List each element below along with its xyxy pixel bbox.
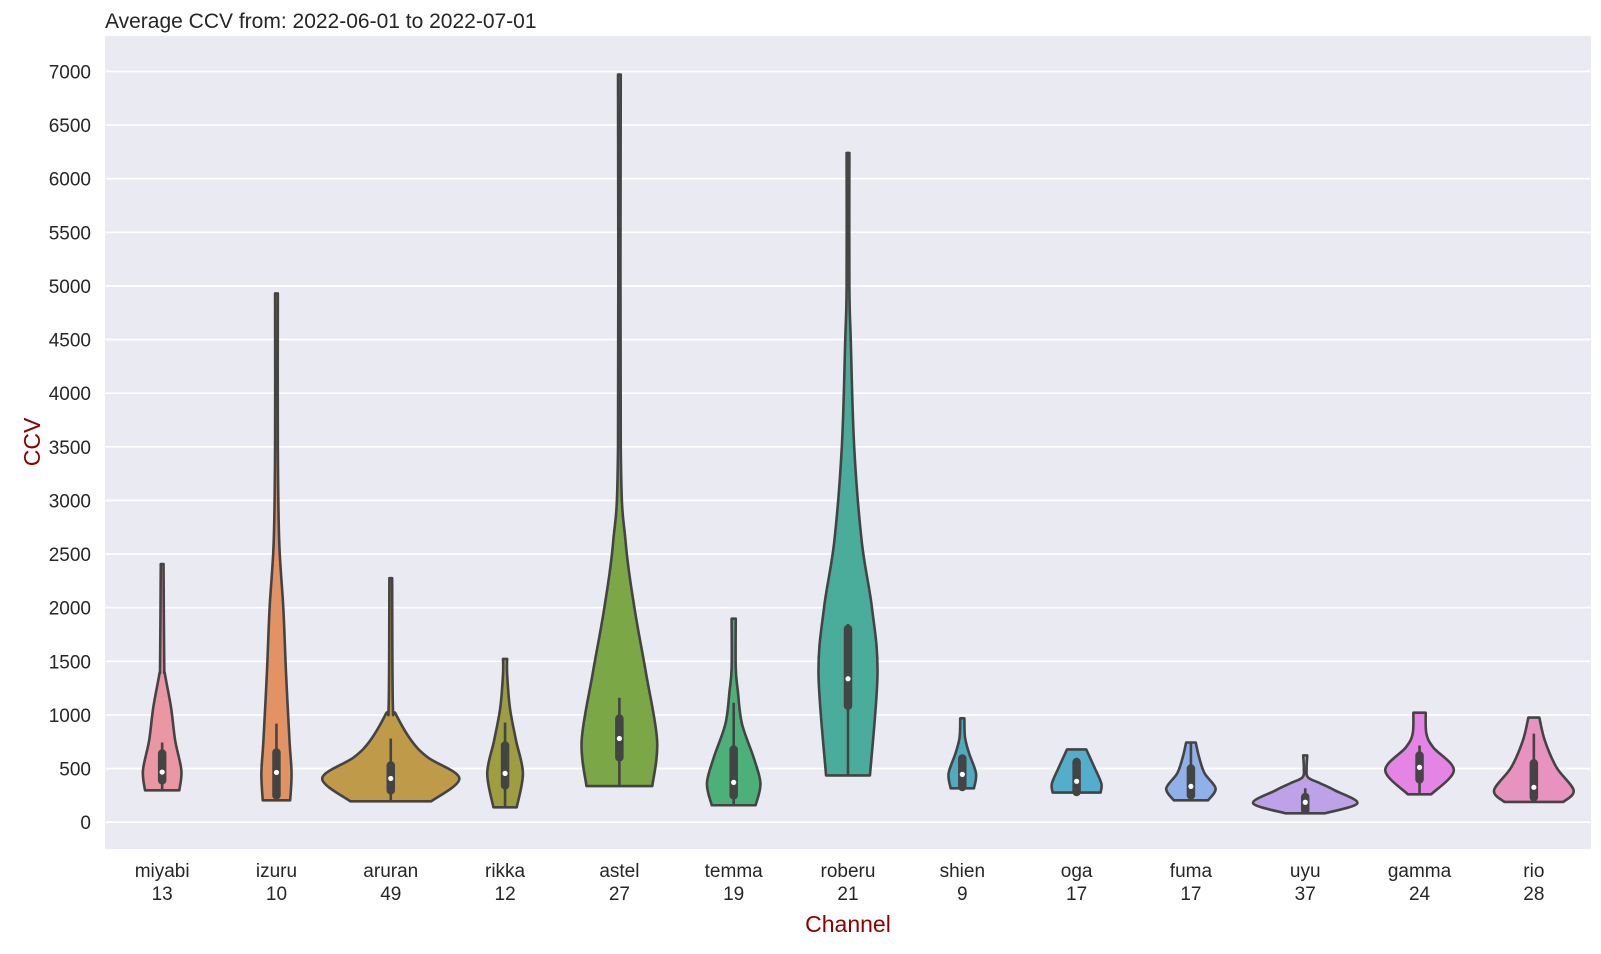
y-tick-label: 2500 <box>49 545 91 566</box>
y-tick-label: 1500 <box>49 652 91 673</box>
y-tick-label: 1000 <box>49 706 91 727</box>
violin-miyabi <box>141 562 183 792</box>
violin-gamma <box>1383 711 1456 796</box>
violin-median-dot <box>1188 783 1194 789</box>
x-tick-count: 13 <box>152 884 173 905</box>
violin-rikka <box>485 657 525 809</box>
x-tick-count: 37 <box>1295 884 1316 905</box>
violin-shien <box>947 717 978 792</box>
x-tick-count: 19 <box>723 884 744 905</box>
violin-median-dot <box>159 769 165 775</box>
violin-median-dot <box>845 676 851 682</box>
y-tick-label: 7000 <box>49 62 91 83</box>
x-tick-label: astel <box>599 861 639 882</box>
x-tick-label: oga <box>1061 861 1093 882</box>
x-tick-label: roberu <box>821 861 876 882</box>
violin-median-dot <box>1302 799 1308 805</box>
x-tick-label: temma <box>705 861 764 882</box>
violin-uyu <box>1251 754 1359 815</box>
x-tick-count: 17 <box>1066 884 1087 905</box>
y-tick-label: 2000 <box>49 599 91 620</box>
x-tick-label: uyu <box>1290 861 1321 882</box>
x-tick-label: rio <box>1523 861 1544 882</box>
x-tick-count: 21 <box>837 884 858 905</box>
violin-izuru <box>260 292 293 802</box>
x-tick-count: 49 <box>380 884 401 905</box>
x-tick-label: rikka <box>485 861 526 882</box>
violin-body <box>580 73 659 788</box>
x-tick-label: aruran <box>363 861 418 882</box>
violin-astel <box>580 73 659 788</box>
y-tick-label: 4000 <box>49 384 91 405</box>
x-tick-label: gamma <box>1388 861 1452 882</box>
y-tick-label: 0 <box>80 813 91 834</box>
violin-median-dot <box>1074 778 1080 784</box>
y-tick-label: 3000 <box>49 491 91 512</box>
violin-median-dot <box>388 775 394 782</box>
violin-fuma <box>1164 741 1217 802</box>
y-tick-label: 5500 <box>49 223 91 244</box>
y-tick-label: 500 <box>59 760 91 781</box>
y-tick-label: 3500 <box>49 438 91 459</box>
violin-rio <box>1492 716 1575 804</box>
x-tick-label: fuma <box>1170 861 1213 882</box>
violin-median-dot <box>959 771 965 777</box>
x-axis-label: Channel <box>805 911 891 937</box>
violin-body <box>141 562 183 792</box>
violin-median-dot <box>1416 764 1423 770</box>
x-tick-label: miyabi <box>135 861 190 882</box>
y-tick-label: 4500 <box>49 331 91 352</box>
violin-body <box>260 292 293 802</box>
violin-roberu <box>817 151 879 777</box>
violin-oga <box>1050 748 1103 797</box>
violin-body <box>947 717 978 790</box>
violin-body <box>320 576 461 803</box>
violin-body <box>817 151 879 777</box>
violin-median-dot <box>616 735 622 742</box>
violin-temma <box>705 617 762 807</box>
x-tick-count: 24 <box>1409 884 1431 905</box>
violin-median-dot <box>273 769 280 776</box>
violin-aruran <box>320 576 461 803</box>
y-tick-label: 6500 <box>49 116 91 137</box>
violin-median-dot <box>502 770 508 776</box>
violin-body <box>1251 754 1359 815</box>
x-tick-count: 12 <box>495 884 516 905</box>
y-axis-label: CCV <box>19 417 45 466</box>
x-tick-label: shien <box>940 861 985 882</box>
y-tick-label: 6000 <box>49 170 91 191</box>
x-tick-count: 28 <box>1523 884 1544 905</box>
x-tick-count: 17 <box>1180 884 1201 905</box>
violins <box>141 73 1575 815</box>
chart-title: Average CCV from: 2022-06-01 to 2022-07-… <box>105 10 537 33</box>
x-tick-count: 27 <box>609 884 630 905</box>
x-tick-count: 10 <box>266 884 287 905</box>
y-tick-labels: 0 500 1000 1500 2000 2500 3000 3500 4000 4500 5000… <box>49 62 91 834</box>
violin-median-dot <box>731 779 737 785</box>
y-tick-label: 5000 <box>49 277 91 298</box>
x-tick-label: izuru <box>256 861 297 882</box>
x-tick-count: 9 <box>957 884 968 905</box>
violin-median-dot <box>1531 784 1537 790</box>
